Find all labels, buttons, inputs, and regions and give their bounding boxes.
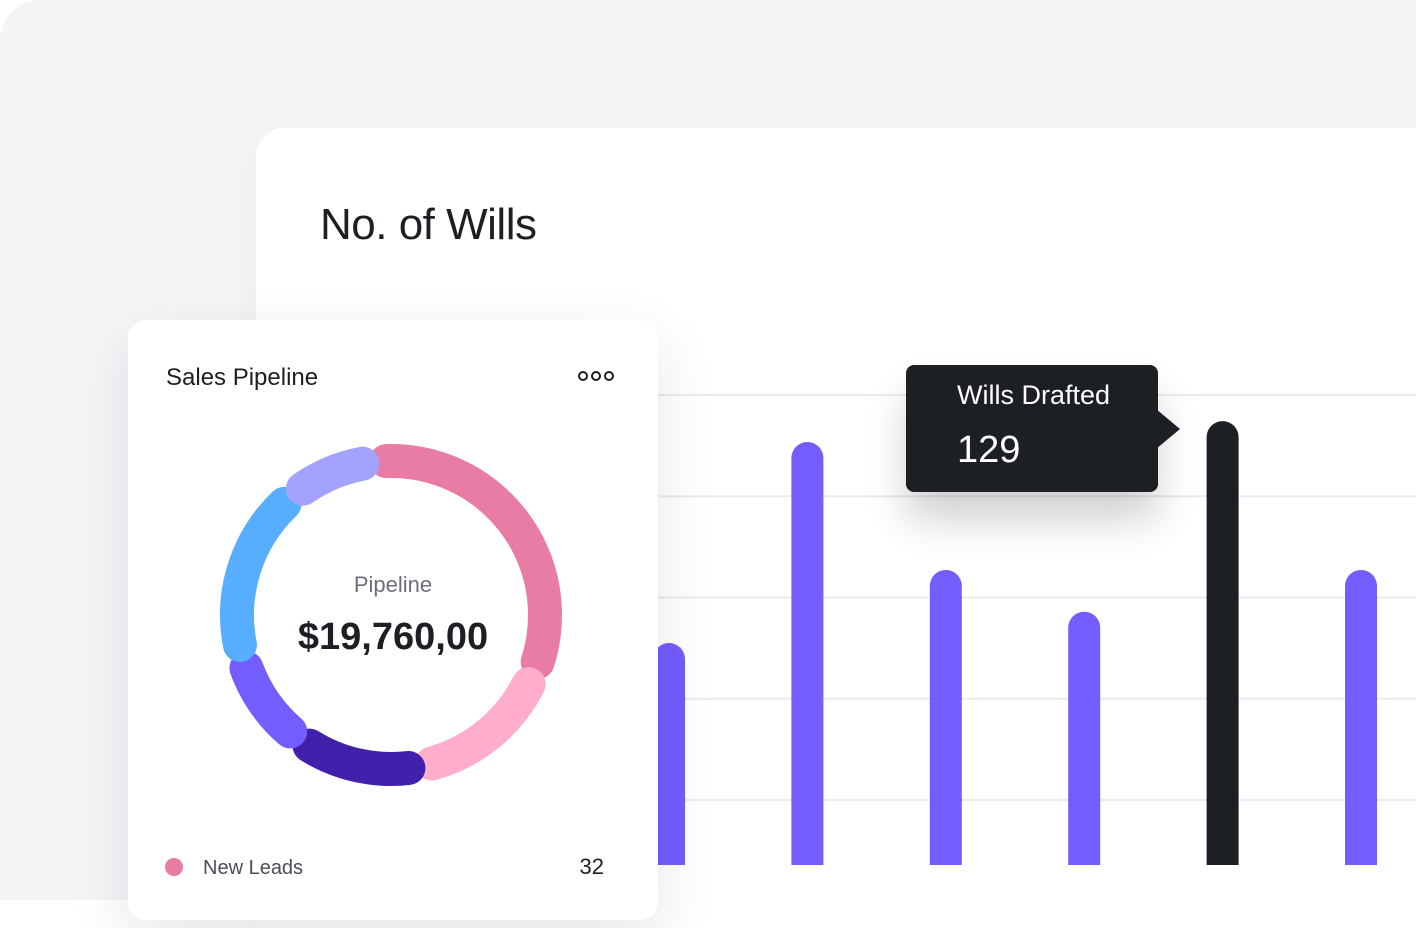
bar[interactable] [1068, 611, 1101, 885]
donut-segment[interactable] [219, 444, 562, 786]
pipeline-center-value: $19,760,00 [297, 616, 489, 658]
more-horizontal-icon-dot [591, 371, 601, 381]
donut-segment[interactable] [220, 444, 562, 786]
donut-segment[interactable] [216, 440, 566, 790]
pipeline-donut-chart [216, 440, 566, 790]
wills-chart-title: No. of Wills [320, 200, 537, 249]
tooltip-label: Wills Drafted [957, 380, 1111, 410]
legend-dot-new-leads [165, 858, 183, 876]
sales-pipeline-title: Sales Pipeline [166, 364, 319, 391]
donut-segment[interactable] [216, 440, 566, 790]
more-options-button[interactable] [576, 364, 616, 388]
donut-segment[interactable] [216, 440, 566, 790]
donut-segment[interactable] [216, 440, 566, 790]
bar[interactable] [1345, 569, 1377, 885]
sales-pipeline-card: Sales Pipeline Pipeline $19,760,00 New L… [128, 320, 658, 920]
bar[interactable] [653, 643, 685, 885]
more-horizontal-icon-dot [604, 371, 614, 381]
chart-tooltip: Wills Drafted 129 [906, 365, 1180, 492]
legend-label-new-leads: New Leads [203, 857, 304, 879]
pipeline-center-label: Pipeline [353, 572, 433, 597]
bar[interactable] [929, 569, 962, 885]
bar-highlighted[interactable] [1206, 421, 1239, 885]
tooltip-value: 129 [957, 429, 1021, 471]
bar[interactable] [791, 442, 824, 885]
legend-value-new-leads: 32 [579, 854, 604, 879]
more-horizontal-icon [578, 371, 588, 381]
